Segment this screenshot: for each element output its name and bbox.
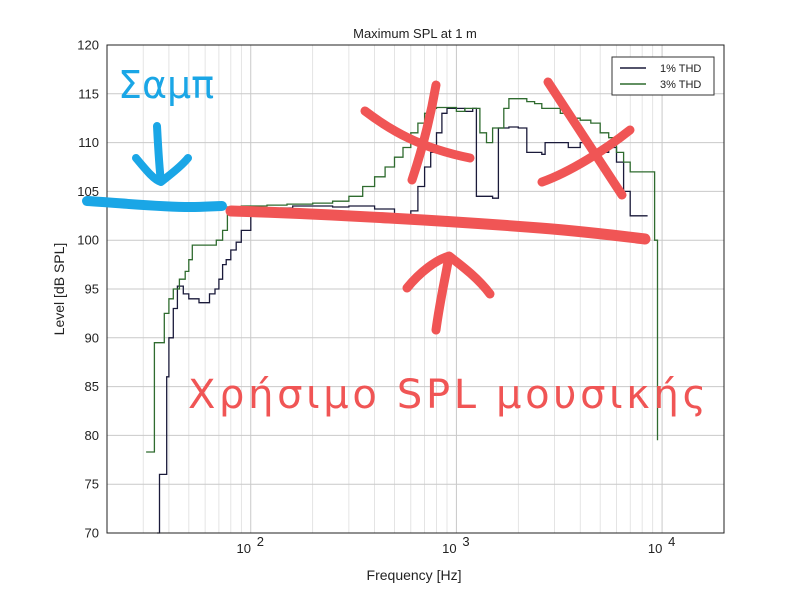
x-tick-labels: 10 2 10 3 10 4	[237, 534, 676, 556]
blue-down-arrow	[132, 122, 192, 186]
x-axis-label: Frequency [Hz]	[367, 567, 462, 583]
blue-low-line	[82, 196, 227, 213]
axes-box	[106, 44, 725, 534]
red-useful-level-line	[225, 205, 651, 245]
y-tick-labels: 70 75 80 85 90 95 100 105 110 115 120	[77, 38, 99, 541]
legend-box	[611, 56, 715, 96]
x-tick-label: 10	[237, 541, 251, 556]
y-tick-label: 75	[85, 477, 99, 492]
legend-label-3pct: 3% THD	[660, 79, 701, 91]
y-tick-label: 110	[78, 135, 99, 150]
y-tick-label: 105	[77, 184, 99, 199]
axes-frame	[106, 44, 725, 534]
y-tick-label: 120	[77, 38, 99, 53]
y-tick-label: 100	[77, 233, 99, 248]
y-tick-label: 85	[85, 379, 99, 394]
legend: 1% THD 3% THD	[611, 56, 715, 96]
red-cross-mark-2	[537, 77, 635, 200]
saub-annotation-text: Σαμπ	[118, 63, 214, 107]
x-tick-exponent: 4	[668, 534, 675, 549]
series-line-3pct-thd	[146, 98, 659, 453]
y-tick-label: 80	[85, 428, 99, 443]
x-tick-exponent: 2	[257, 534, 264, 549]
x-tick-exponent: 3	[462, 534, 469, 549]
series-layer	[146, 98, 659, 534]
x-tick-label: 10	[648, 541, 662, 556]
series-line-1pct-thd	[157, 107, 648, 534]
red-cross-mark-1	[360, 80, 475, 185]
y-tick-label: 70	[85, 526, 99, 541]
y-tick-label: 90	[85, 330, 99, 345]
useful-spl-annotation-text: Χρήσιμο SPL μουσικής	[188, 372, 706, 418]
y-tick-label: 95	[85, 282, 99, 297]
red-up-arrow	[402, 251, 495, 335]
x-tick-label: 10	[442, 541, 456, 556]
y-tick-label: 115	[78, 86, 99, 101]
chart-title: Maximum SPL at 1 m	[353, 26, 477, 41]
legend-label-1pct: 1% THD	[660, 63, 701, 75]
y-axis-label: Level [dB SPL]	[51, 243, 67, 336]
